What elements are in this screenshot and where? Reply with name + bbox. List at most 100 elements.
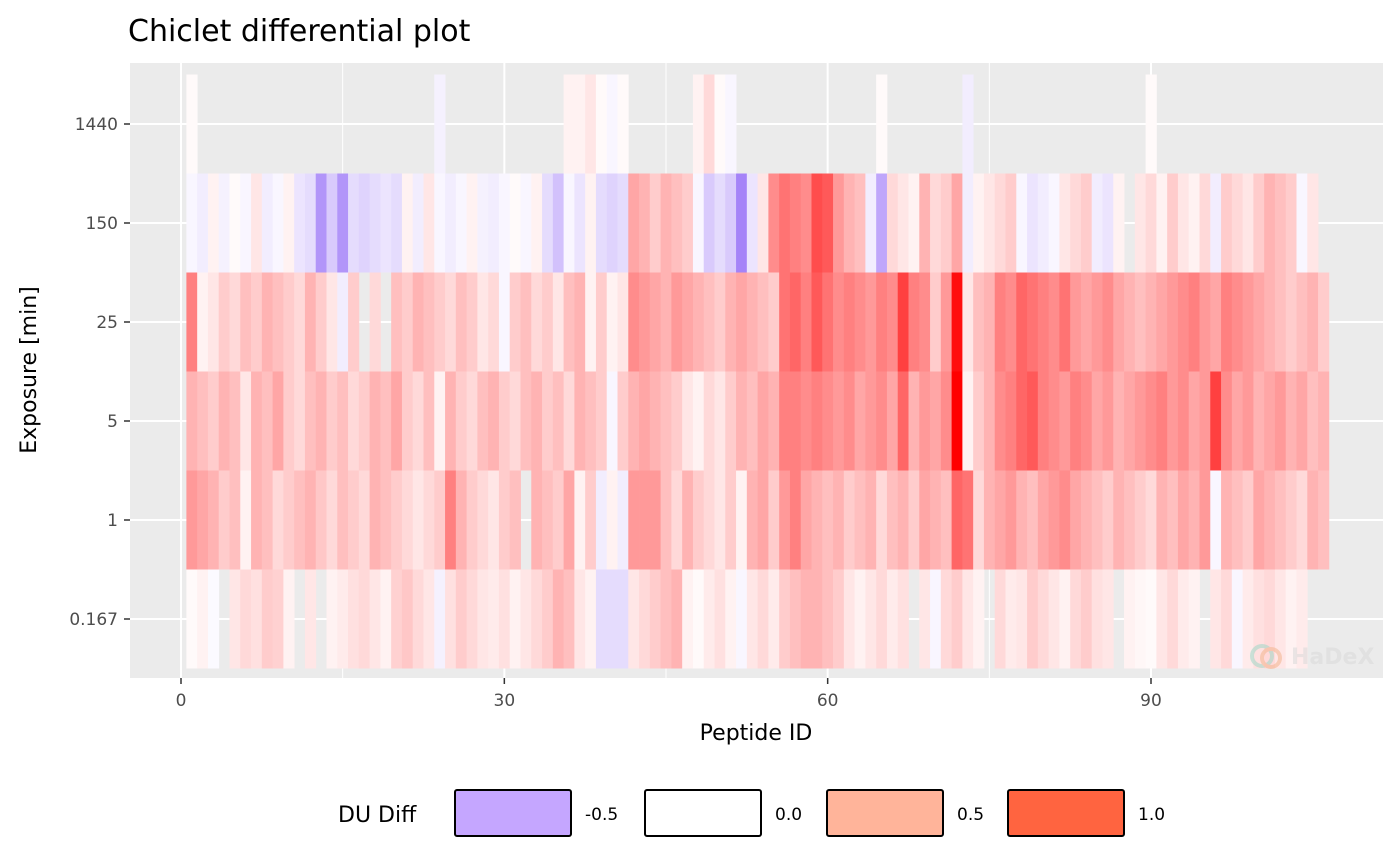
heatmap-cell [1188, 272, 1200, 372]
heatmap-cell [800, 173, 812, 273]
heatmap-cell [1037, 470, 1050, 570]
heatmap-cell [1016, 569, 1028, 669]
heatmap-cell [1048, 272, 1060, 372]
heatmap-cell [1080, 173, 1093, 273]
heatmap-cell [218, 272, 230, 372]
heatmap-cell [682, 272, 694, 372]
y-tick-label: 1440 [75, 115, 118, 135]
legend-key [826, 789, 944, 837]
heatmap-cell [477, 470, 489, 570]
heatmap-cell [983, 371, 996, 471]
heatmap-cell [1167, 272, 1179, 372]
heatmap-cell [1264, 470, 1276, 570]
heatmap-cell [585, 74, 597, 174]
heatmap-cell [445, 173, 457, 273]
heatmap-cell [951, 470, 963, 570]
heatmap-cell [1059, 569, 1071, 669]
heatmap-cell [272, 569, 284, 669]
heatmap-cell [595, 470, 608, 570]
heatmap-cell [779, 569, 791, 669]
heatmap-cell [692, 173, 705, 273]
axes: 0 30 60 90 0.167 1 5 25 150 1440 [69, 115, 1161, 711]
heatmap-cell [466, 371, 478, 471]
heatmap-cell [1231, 173, 1244, 273]
heatmap-cell [822, 470, 834, 570]
heatmap-cell [1027, 470, 1039, 570]
heatmap-cell [822, 272, 834, 372]
heatmap-cell [692, 272, 705, 372]
heatmap-cell [585, 272, 597, 372]
chart-title: Chiclet differential plot [128, 14, 471, 49]
heatmap-cell [768, 272, 780, 372]
heatmap-cell [315, 470, 327, 570]
heatmap-cell [434, 371, 446, 471]
heatmap-cell [445, 470, 457, 570]
heatmap-cell [423, 470, 435, 570]
heatmap-cell [649, 371, 662, 471]
heatmap-cell [304, 569, 317, 669]
heatmap-cell [283, 470, 295, 570]
heatmap-cell [1059, 272, 1071, 372]
heatmap-cell [455, 272, 468, 372]
heatmap-cell [563, 371, 575, 471]
heatmap-cell [671, 569, 683, 669]
heatmap-cell [811, 371, 823, 471]
legend-label: 0.5 [957, 805, 984, 825]
heatmap-cell [1274, 173, 1287, 273]
heatmap-cell [197, 470, 209, 570]
heatmap-cell [854, 569, 866, 669]
heatmap-cell [477, 272, 489, 372]
heatmap-cell [983, 173, 996, 273]
heatmap-cell [229, 470, 241, 570]
heatmap-cell [369, 569, 381, 669]
heatmap-cell [1318, 371, 1330, 471]
heatmap-cell [951, 371, 963, 471]
heatmap-cell [294, 371, 306, 471]
heatmap-cell [240, 569, 252, 669]
heatmap-cell [531, 371, 543, 471]
heatmap-cell [714, 371, 726, 471]
heatmap-cell [574, 272, 586, 372]
heatmap-cell [1016, 371, 1028, 471]
heatmap-cell [639, 272, 651, 372]
heatmap-cell [186, 470, 198, 570]
heatmap-cell [833, 371, 845, 471]
heatmap-cell [1199, 272, 1211, 372]
heatmap-cell [1102, 569, 1114, 669]
heatmap-cell [1177, 569, 1190, 669]
heatmap-cell [1156, 173, 1168, 273]
heatmap-cell [639, 470, 651, 570]
heatmap-cell [1274, 569, 1287, 669]
heatmap-cell [186, 371, 198, 471]
heatmap-cell [574, 173, 586, 273]
heatmap-cell [1210, 569, 1222, 669]
heatmap-cell [412, 272, 424, 372]
heatmap-cell [930, 173, 942, 273]
heatmap-cell [994, 272, 1006, 372]
heatmap-cell [919, 470, 931, 570]
heatmap-cell [660, 272, 672, 372]
heatmap-cell [1167, 173, 1179, 273]
heatmap-cell [1134, 470, 1147, 570]
heatmap-cell [1059, 173, 1071, 273]
heatmap-cell [919, 371, 931, 471]
heatmap-cell [800, 272, 812, 372]
heatmap-cell [552, 371, 565, 471]
heatmap-cell [865, 272, 877, 372]
heatmap-cell [261, 569, 274, 669]
heatmap-cell [1145, 371, 1157, 471]
heatmap-cell [1210, 272, 1222, 372]
heatmap-cell [574, 371, 586, 471]
heatmap-cell [542, 371, 554, 471]
heatmap-cell [811, 272, 823, 372]
heatmap-cell [671, 371, 683, 471]
heatmap-cell [1264, 569, 1276, 669]
heatmap-cell [272, 470, 284, 570]
heatmap-cell [186, 74, 198, 174]
heatmap-cell [757, 371, 769, 471]
y-tick-label: 5 [107, 412, 118, 432]
heatmap-cell [843, 569, 856, 669]
heatmap-cell [951, 272, 963, 372]
heatmap-cell [897, 569, 909, 669]
heatmap-cell [1070, 470, 1082, 570]
